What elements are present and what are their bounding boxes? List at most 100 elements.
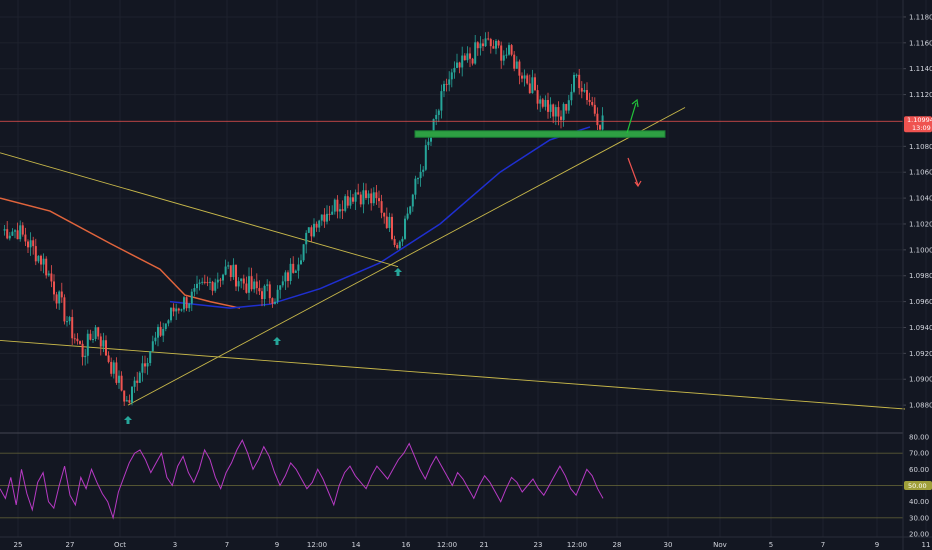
time-tick-label: 30 <box>664 541 673 549</box>
price-axis[interactable]: 1.11800 1.11600 1.11400 1.11200 1.10800 1.106… <box>903 13 932 410</box>
candle-body <box>333 199 336 212</box>
candle-body <box>203 281 206 283</box>
arrowhead-down-icon <box>634 180 642 188</box>
candle-body <box>242 278 245 284</box>
candle-body <box>575 74 578 76</box>
candle-body <box>500 45 503 61</box>
candle-body <box>271 298 274 304</box>
candle-body <box>92 338 94 340</box>
candle-body <box>40 255 42 265</box>
candle-body <box>245 283 248 293</box>
time-tick-label: 7 <box>821 541 825 549</box>
candle-body <box>151 341 154 352</box>
candle-body <box>588 100 591 103</box>
candle-body <box>63 297 66 322</box>
price-tick-label: 1.10600 <box>909 169 932 177</box>
candle-body <box>105 340 107 356</box>
rsi-tick-label: 20.00 <box>909 531 929 539</box>
candle-body <box>68 317 71 322</box>
candle-body <box>445 83 448 85</box>
candle-body <box>305 232 308 245</box>
candle-body <box>471 58 474 64</box>
candle-body <box>29 240 32 248</box>
trendline[interactable] <box>127 107 686 406</box>
time-tick-label: 3 <box>173 541 177 549</box>
price-tick-label: 1.11600 <box>909 39 932 47</box>
candle-body <box>222 274 224 281</box>
candle-body <box>76 338 79 342</box>
time-tick-label: 7 <box>225 541 229 549</box>
projection-down-arrow <box>627 157 639 186</box>
time-axis[interactable]: 25 27 Oct 3 7 9 12:00 14 16 12:00 21 23 12:00 28 30 Nov… <box>14 541 931 549</box>
candle-body <box>133 380 136 387</box>
price-tick-label: 1.09400 <box>909 324 932 332</box>
price-tick-label: 1.11800 <box>909 13 932 21</box>
markers <box>124 98 642 424</box>
candle-body <box>274 301 276 304</box>
candle-body <box>112 362 115 374</box>
candle-body <box>235 264 237 287</box>
trendline[interactable] <box>0 152 399 268</box>
candle-body <box>198 282 201 284</box>
candle-body <box>341 209 344 211</box>
candle-body <box>567 100 570 111</box>
candle-body <box>240 278 243 282</box>
candle-body <box>263 285 266 300</box>
candle-body <box>281 281 284 286</box>
candle-body <box>110 361 113 374</box>
candle-body <box>206 282 209 284</box>
candle-body <box>180 309 183 311</box>
candle-body <box>417 178 419 180</box>
candle-body <box>414 178 417 195</box>
candle-body <box>146 363 149 367</box>
candle-body <box>560 116 562 120</box>
candle-body <box>601 115 604 130</box>
candle-body <box>437 110 440 115</box>
candle-body <box>450 72 453 80</box>
candle-body <box>19 225 22 240</box>
candle-body <box>352 197 354 202</box>
rsi-tick-label: 60.00 <box>909 466 929 474</box>
candle-body <box>11 231 14 236</box>
time-tick-label: Oct <box>114 541 126 549</box>
candle-body <box>557 107 560 117</box>
candle-body <box>224 266 227 275</box>
candle-body <box>375 192 378 199</box>
candle-body <box>86 333 89 356</box>
price-tick-label: 1.10400 <box>909 195 932 203</box>
candle-body <box>201 281 204 283</box>
candle-body <box>565 104 568 111</box>
candle-body <box>380 201 383 213</box>
candle-body <box>528 83 531 94</box>
candle-body <box>448 79 451 85</box>
candle-body <box>170 307 172 321</box>
candle-body <box>50 273 53 282</box>
rsi-pane <box>0 439 903 520</box>
candle-body <box>427 141 430 146</box>
candle-body <box>492 46 495 49</box>
candle-body <box>458 62 461 68</box>
candle-body <box>326 213 328 222</box>
candle-body <box>258 288 261 292</box>
candle-body <box>175 308 178 312</box>
candle-body <box>323 214 326 222</box>
candle-body <box>547 100 549 112</box>
candle-body <box>591 102 594 105</box>
candle-body <box>396 244 399 249</box>
candle-body <box>378 198 380 202</box>
candle-body <box>3 229 6 231</box>
candle-body <box>53 281 55 295</box>
candle-body <box>216 279 219 283</box>
candle-body <box>81 343 84 358</box>
candle-body <box>157 326 159 338</box>
candle-body <box>310 227 313 237</box>
candle-body <box>482 43 484 47</box>
candle-body <box>115 362 118 383</box>
candle-body <box>570 91 573 101</box>
price-pane <box>0 0 927 537</box>
candle-body <box>515 61 518 69</box>
rsi-tick-label: 70.00 <box>909 450 929 458</box>
candle-body <box>328 213 331 215</box>
candle-body <box>227 265 230 267</box>
candle-body <box>453 67 456 73</box>
